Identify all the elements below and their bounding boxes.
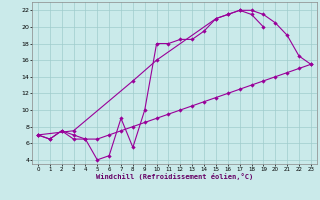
X-axis label: Windchill (Refroidissement éolien,°C): Windchill (Refroidissement éolien,°C) [96,173,253,180]
